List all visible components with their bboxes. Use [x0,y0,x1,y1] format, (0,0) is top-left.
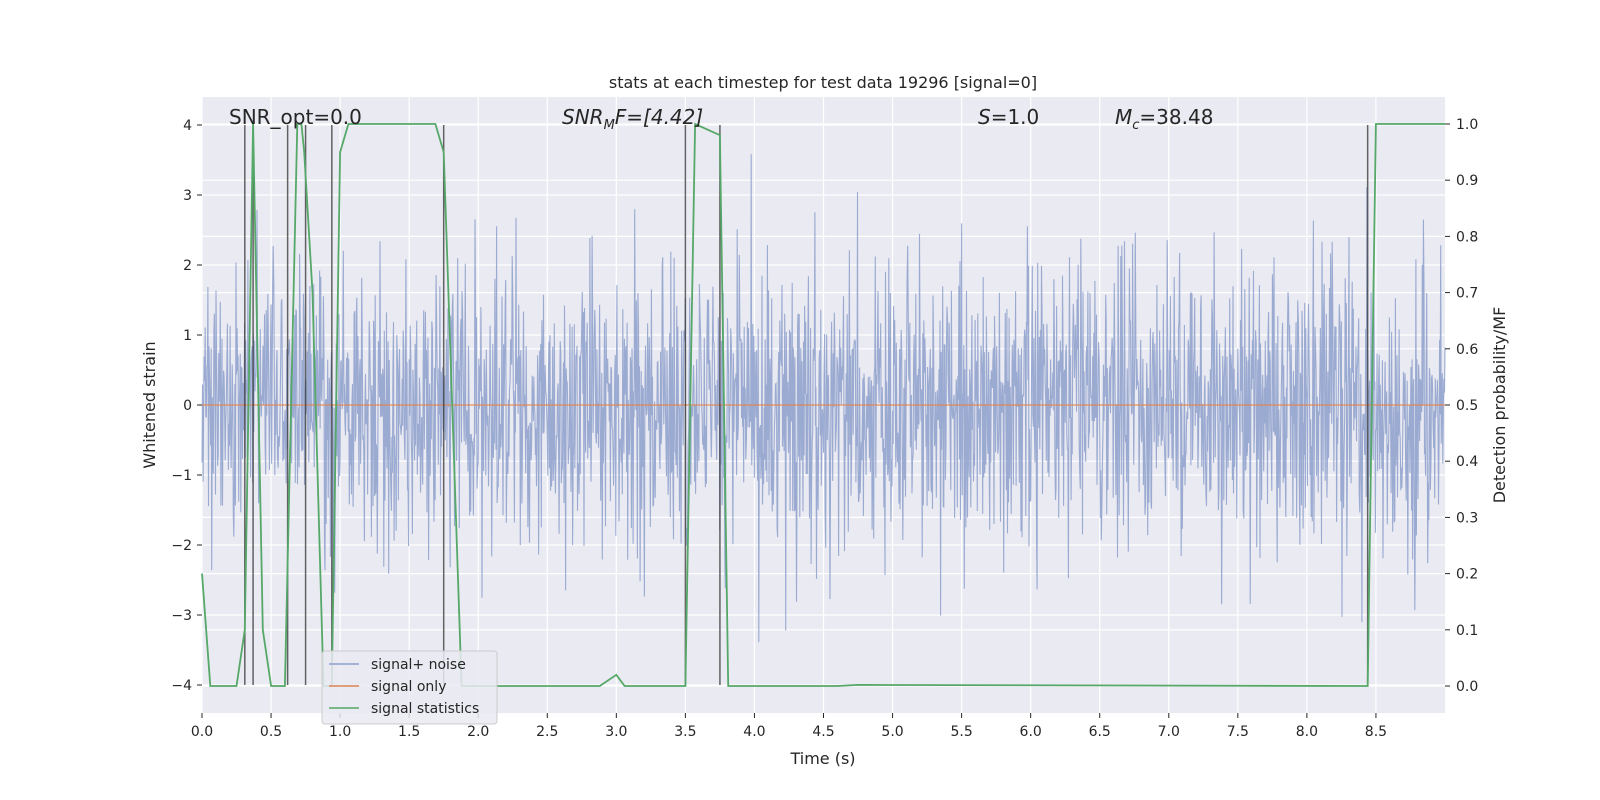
y-right-tick-label: 0.3 [1456,510,1478,526]
annotation-snr-mf-label: SNR [562,105,604,129]
y-axis-ticks: −4 −3 −2 −1 0 1 2 3 4 [171,118,202,694]
x-tick-label: 4.5 [812,724,834,740]
y-right-tick-label: 0.4 [1456,454,1478,470]
legend-label-signal-statistics: signal statistics [371,701,479,717]
y-right-tick-label: 0.6 [1456,342,1478,358]
legend: signal+ noise signal only signal statist… [321,650,498,725]
annotation-mc-value: =38.48 [1139,105,1213,129]
y-right-tick-label: 0.8 [1456,229,1478,245]
y-axis-label: Whitened strain [140,341,159,468]
x-tick-label: 3.0 [605,724,627,740]
y-tick-label: −4 [171,678,192,694]
y-right-tick-label: 0.2 [1456,567,1478,583]
annotation-s-label: S [978,105,991,129]
annotation-mc: Mc=38.48 [1115,105,1213,133]
legend-label-signal-noise: signal+ noise [371,657,466,673]
x-axis-label: Time (s) [789,749,855,768]
signal-noise-line [201,154,1446,643]
y-right-tick-label: 0.0 [1456,679,1478,695]
x-tick-label: 0.5 [260,724,282,740]
y-tick-label: 4 [183,118,192,134]
y-axis-right-label: Detection probability/MF [1490,307,1509,504]
signal-statistics-line [201,122,1445,687]
legend-box [321,650,498,725]
y-axis-right-ticks: 0.0 0.1 0.2 0.3 0.4 0.5 0.6 0.7 0.8 0.9 1.0 [1445,117,1478,695]
x-axis-ticks: 0.0 0.5 1.0 1.5 2.0 2.5 3.0 3.5 4.0 4.5 5.0 5.5 6.0 6… [191,713,1387,740]
x-tick-label: 2.0 [467,724,489,740]
y-tick-label: 2 [183,258,192,274]
annotation-mc-sub: c [1132,118,1139,133]
y-right-tick-label: 0.1 [1456,623,1478,639]
x-tick-label: 1.5 [398,724,420,740]
annotation-mc-label: M [1115,105,1132,129]
series-signal-noise [201,154,1446,643]
annotation-snr-mf-tail: F=[4.42] [615,105,703,129]
x-tick-label: 1.0 [329,724,351,740]
x-tick-label: 6.0 [1020,724,1042,740]
x-tick-label: 6.5 [1089,724,1111,740]
y-tick-label: 1 [183,328,192,344]
x-tick-label: 3.5 [674,724,696,740]
y-tick-label: −2 [171,538,192,554]
series-signal-statistics [201,122,1445,687]
x-tick-label: 8.0 [1296,724,1318,740]
legend-label-signal-only: signal only [371,679,446,695]
x-tick-label: 8.5 [1365,724,1387,740]
annotation-s: S=1.0 [978,105,1039,129]
x-tick-label: 4.0 [743,724,765,740]
x-tick-label: 7.5 [1227,724,1249,740]
x-tick-label: 0.0 [191,724,213,740]
y-tick-label: −1 [171,468,192,484]
x-tick-label: 5.5 [950,724,972,740]
x-tick-label: 2.5 [536,724,558,740]
annotation-snr-mf: SNRMF=[4.42] [562,105,703,133]
annotation-snr-mf-sub: M [604,118,615,133]
y-tick-label: 0 [183,398,192,414]
y-right-tick-label: 0.7 [1456,286,1478,302]
y-right-tick-label: 1.0 [1456,117,1478,133]
y-right-tick-label: 0.5 [1456,398,1478,414]
y-tick-label: −3 [171,608,192,624]
annotation-s-value: =1.0 [991,105,1040,129]
chart-title: stats at each timestep for test data 192… [609,73,1037,92]
y-right-tick-label: 0.9 [1456,173,1478,189]
x-tick-label: 7.0 [1158,724,1180,740]
y-tick-label: 3 [183,188,192,204]
x-tick-label: 5.0 [881,724,903,740]
annotation-snr-opt: SNR_opt=0.0 [229,105,362,129]
